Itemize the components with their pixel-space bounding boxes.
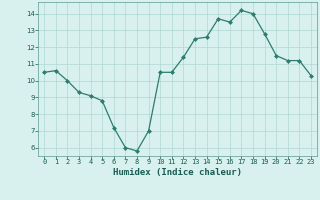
X-axis label: Humidex (Indice chaleur): Humidex (Indice chaleur) xyxy=(113,168,242,177)
